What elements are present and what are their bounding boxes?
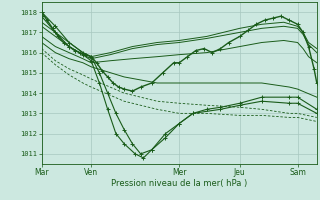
X-axis label: Pression niveau de la mer( hPa ): Pression niveau de la mer( hPa ): [111, 179, 247, 188]
